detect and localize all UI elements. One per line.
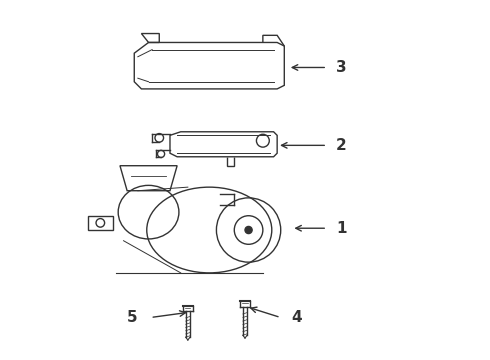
Text: 3: 3 [336, 60, 347, 75]
Text: 1: 1 [336, 221, 347, 236]
Text: 5: 5 [127, 310, 138, 325]
Text: 2: 2 [336, 138, 347, 153]
Text: 4: 4 [292, 310, 302, 325]
Circle shape [245, 226, 252, 234]
